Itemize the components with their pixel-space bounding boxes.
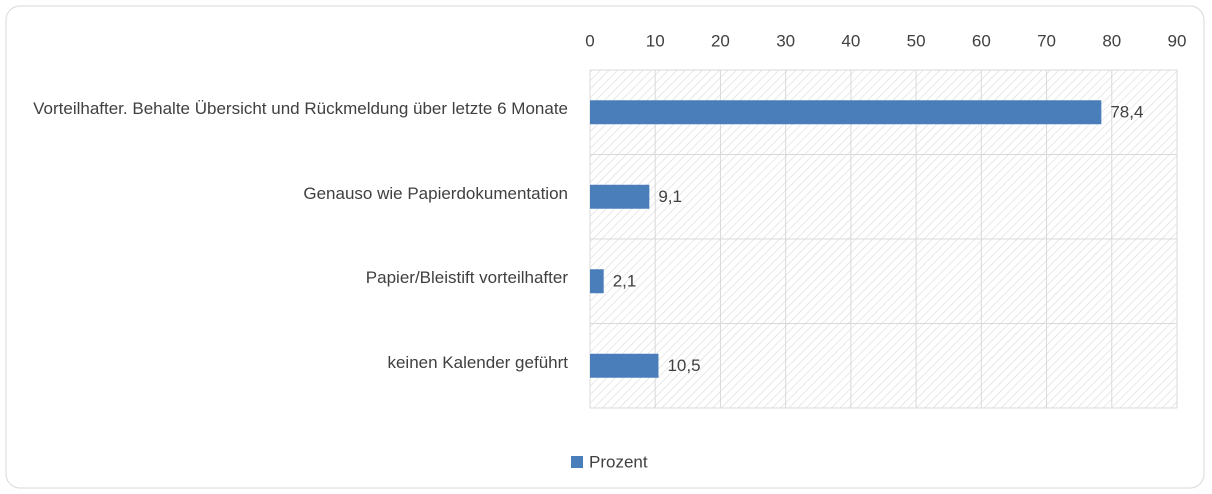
x-tick-label: 90	[1168, 31, 1187, 50]
x-tick-label: 10	[646, 31, 665, 50]
x-tick-label: 80	[1102, 31, 1121, 50]
category-label-box: Genauso wie Papierdokumentation	[8, 152, 568, 236]
data-label: 9,1	[658, 187, 682, 206]
category-label-box: Papier/Bleistift vorteilhafter	[8, 236, 568, 320]
category-label-box: Vorteilhafter. Behalte Übersicht und Rüc…	[8, 67, 568, 151]
x-tick-label: 20	[711, 31, 730, 50]
category-label: Genauso wie Papierdokumentation	[303, 183, 568, 203]
x-tick-label: 30	[776, 31, 795, 50]
data-label: 78,4	[1110, 103, 1143, 122]
category-grid	[590, 69, 1177, 409]
bar	[590, 353, 659, 378]
data-label: 2,1	[613, 272, 637, 291]
bar	[590, 269, 604, 294]
x-tick-label: 60	[972, 31, 991, 50]
data-label: 10,5	[667, 356, 700, 375]
x-tick-label: 70	[1037, 31, 1056, 50]
x-tick-label: 50	[907, 31, 926, 50]
category-label-box: keinen Kalender geführt	[8, 321, 568, 405]
category-label: Papier/Bleistift vorteilhafter	[365, 268, 568, 287]
legend-label: Prozent	[589, 452, 648, 471]
category-label: Vorteilhafter. Behalte Übersicht und Rüc…	[33, 99, 568, 118]
bar	[590, 184, 650, 209]
bar	[590, 100, 1102, 125]
legend-swatch	[571, 456, 583, 468]
x-tick-label: 40	[841, 31, 860, 50]
category-label: keinen Kalender geführt	[387, 352, 568, 372]
x-tick-label: 0	[585, 31, 594, 50]
